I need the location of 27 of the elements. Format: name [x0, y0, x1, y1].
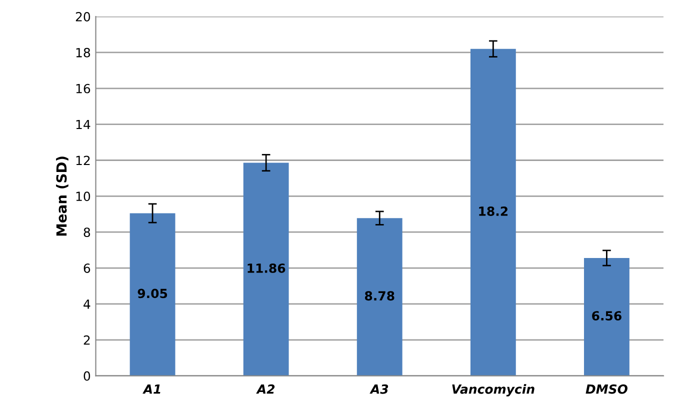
y-tick-label: 16: [76, 84, 90, 94]
data-label: 11.86: [248, 263, 286, 273]
bar: [470, 48, 516, 376]
x-tick-label: Vancomycin: [452, 384, 534, 396]
y-tick-label: 14: [76, 120, 90, 130]
data-label: 9.05: [138, 288, 168, 298]
bar: [356, 218, 402, 376]
y-tick-label: 6: [84, 264, 90, 273]
y-tick-label: 8: [84, 228, 90, 238]
y-tick-label: 20: [76, 12, 90, 22]
x-tick-label: DMSO: [586, 384, 628, 394]
x-tick-label: A3: [370, 384, 388, 394]
x-tick-label: A1: [142, 384, 160, 394]
y-tick-label: 0: [84, 371, 90, 381]
bar: [130, 213, 176, 376]
y-tick-label: 4: [84, 300, 90, 309]
data-label: 8.78: [364, 291, 394, 301]
y-tick-label: 12: [76, 156, 90, 165]
bar: [584, 258, 630, 376]
data-label: 6.56: [592, 311, 622, 321]
data-label: 18.2: [479, 206, 508, 216]
y-tick-label: 18: [76, 48, 90, 58]
y-tick-label: 2: [84, 335, 90, 345]
bar: [243, 162, 289, 376]
y-tick-label: 10: [76, 192, 90, 202]
x-tick-label: A2: [256, 384, 275, 394]
y-axis-title: Mean (SD): [56, 156, 68, 236]
